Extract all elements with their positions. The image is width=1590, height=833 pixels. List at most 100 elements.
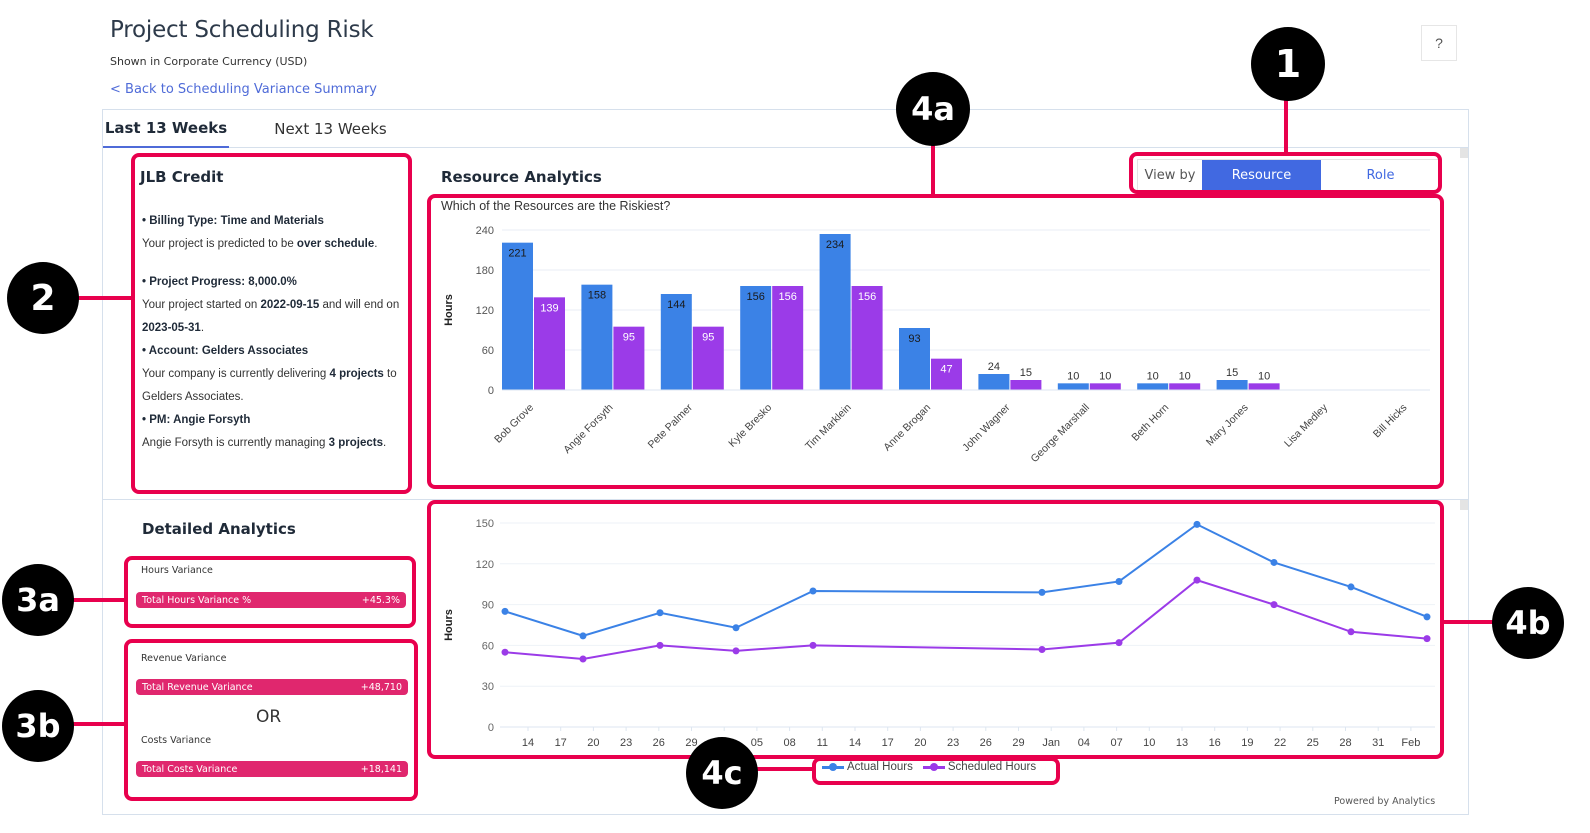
data-point[interactable]	[732, 624, 740, 632]
svg-text:07: 07	[1110, 737, 1122, 749]
question-icon: ?	[1435, 35, 1443, 51]
data-point[interactable]	[1193, 576, 1201, 584]
svg-text:156: 156	[747, 291, 765, 303]
bar[interactable]	[534, 297, 565, 390]
bar[interactable]	[899, 328, 930, 390]
svg-text:Feb: Feb	[1401, 737, 1420, 749]
svg-text:240: 240	[476, 225, 494, 237]
svg-text:10: 10	[1147, 370, 1159, 382]
help-button[interactable]: ?	[1421, 25, 1457, 61]
svg-text:93: 93	[908, 333, 920, 345]
data-point[interactable]	[1270, 558, 1278, 566]
line-chart-legend: Actual Hours Scheduled Hours	[822, 761, 1036, 773]
data-point[interactable]	[1347, 628, 1355, 636]
bar[interactable]	[1057, 383, 1089, 390]
scrollbar-top[interactable]	[1460, 148, 1468, 158]
data-point[interactable]	[1423, 635, 1431, 643]
svg-text:26: 26	[653, 737, 665, 749]
tab-last-13-weeks[interactable]: Last 13 Weeks	[103, 110, 229, 148]
data-point[interactable]	[1423, 613, 1431, 621]
data-point[interactable]	[501, 648, 509, 656]
svg-text:28: 28	[1339, 737, 1351, 749]
data-point[interactable]	[579, 632, 587, 640]
hours-line-chart[interactable]: 0306090120150Hours141720232629Dec0508111…	[430, 505, 1440, 755]
bar[interactable]	[502, 242, 533, 390]
bar[interactable]	[851, 286, 883, 390]
hours-variance-value: +45.3%	[361, 594, 400, 606]
bar[interactable]	[581, 284, 613, 390]
back-to-summary-link[interactable]: < Back to Scheduling Variance Summary	[110, 82, 377, 97]
bar[interactable]	[1010, 380, 1042, 390]
legend-actual-hours[interactable]: Actual Hours	[822, 761, 913, 773]
annotation-badge-3b: 3b	[2, 690, 74, 762]
costs-variance-kpi[interactable]: Total Costs Variance +18,141	[136, 761, 408, 777]
bar[interactable]	[819, 234, 851, 390]
project-manager: • PM: Angie Forsyth	[142, 414, 251, 426]
detailed-analytics-title: Detailed Analytics	[142, 520, 296, 538]
bar[interactable]	[1216, 380, 1248, 390]
svg-text:Pete Palmer: Pete Palmer	[646, 401, 696, 451]
bar[interactable]	[772, 286, 804, 390]
resource-bar-chart[interactable]: 0 60 120 180 240 Hours 221 139 Bob Grove 158 95 Ang…	[430, 215, 1440, 485]
data-point[interactable]	[1193, 520, 1201, 528]
svg-text:10: 10	[1179, 370, 1191, 382]
bar[interactable]	[660, 294, 692, 390]
svg-text:14: 14	[849, 737, 861, 749]
bar[interactable]	[931, 358, 962, 390]
bar[interactable]	[1169, 383, 1201, 390]
view-by-role-button[interactable]: Role	[1321, 160, 1440, 190]
bar[interactable]	[1089, 383, 1121, 390]
svg-text:0: 0	[488, 385, 494, 397]
bar[interactable]	[692, 326, 724, 390]
schedule-status: Your project is predicted to be over sch…	[142, 238, 378, 250]
billing-type: • Billing Type: Time and Materials	[142, 215, 324, 227]
annotation-line-2	[75, 296, 133, 300]
svg-text:10: 10	[1143, 737, 1155, 749]
tab-next-13-weeks[interactable]: Next 13 Weeks	[274, 120, 387, 138]
revenue-variance-kpi[interactable]: Total Revenue Variance +48,710	[136, 679, 408, 695]
svg-text:Hours: Hours	[443, 609, 455, 641]
svg-text:Bob Grove: Bob Grove	[492, 402, 536, 446]
svg-text:156: 156	[779, 291, 797, 303]
project-name: JLB Credit	[140, 168, 224, 186]
svg-text:05: 05	[751, 737, 763, 749]
annotation-badge-4b: 4b	[1492, 587, 1564, 659]
scrollbar-bottom[interactable]	[1460, 500, 1468, 510]
view-by-resource-button[interactable]: Resource	[1202, 160, 1321, 190]
svg-text:95: 95	[623, 332, 635, 344]
bar[interactable]	[740, 286, 772, 390]
legend-scheduled-hours[interactable]: Scheduled Hours	[922, 761, 1036, 773]
data-point[interactable]	[1270, 601, 1278, 609]
hours-variance-kpi[interactable]: Total Hours Variance % +45.3%	[136, 592, 406, 608]
bar-chart-title: Which of the Resources are the Riskiest?	[441, 199, 671, 213]
bar[interactable]	[1137, 383, 1169, 390]
bar[interactable]	[1248, 383, 1280, 390]
main-panel: Last 13 Weeks Next 13 Weeks	[102, 109, 1469, 815]
svg-text:15: 15	[1226, 367, 1238, 379]
data-point[interactable]	[1038, 645, 1046, 653]
data-point[interactable]	[656, 641, 664, 649]
revenue-variance-value: +48,710	[360, 681, 402, 693]
data-point[interactable]	[1115, 639, 1123, 647]
project-progress: • Project Progress: 8,000.0%	[142, 276, 297, 288]
bar[interactable]	[613, 326, 645, 390]
data-point[interactable]	[809, 587, 817, 595]
data-point[interactable]	[1038, 588, 1046, 596]
data-point[interactable]	[809, 641, 817, 649]
resource-analytics-title: Resource Analytics	[441, 168, 602, 186]
annotation-line-4c	[755, 767, 815, 771]
svg-text:Angie Forsyth: Angie Forsyth	[561, 402, 615, 456]
bar[interactable]	[978, 374, 1010, 390]
pm-info: Angie Forsyth is currently managing 3 pr…	[142, 437, 387, 449]
data-point[interactable]	[501, 607, 509, 615]
data-point[interactable]	[1115, 577, 1123, 585]
svg-text:22: 22	[1274, 737, 1286, 749]
annotation-badge-3a: 3a	[2, 564, 74, 636]
project-dates: Your project started on 2022-09-15 and w…	[142, 299, 400, 334]
data-point[interactable]	[656, 609, 664, 617]
data-point[interactable]	[1347, 583, 1355, 591]
data-point[interactable]	[732, 647, 740, 655]
section-divider	[103, 499, 1468, 500]
svg-text:Lisa Medley: Lisa Medley	[1282, 401, 1331, 450]
data-point[interactable]	[579, 655, 587, 663]
